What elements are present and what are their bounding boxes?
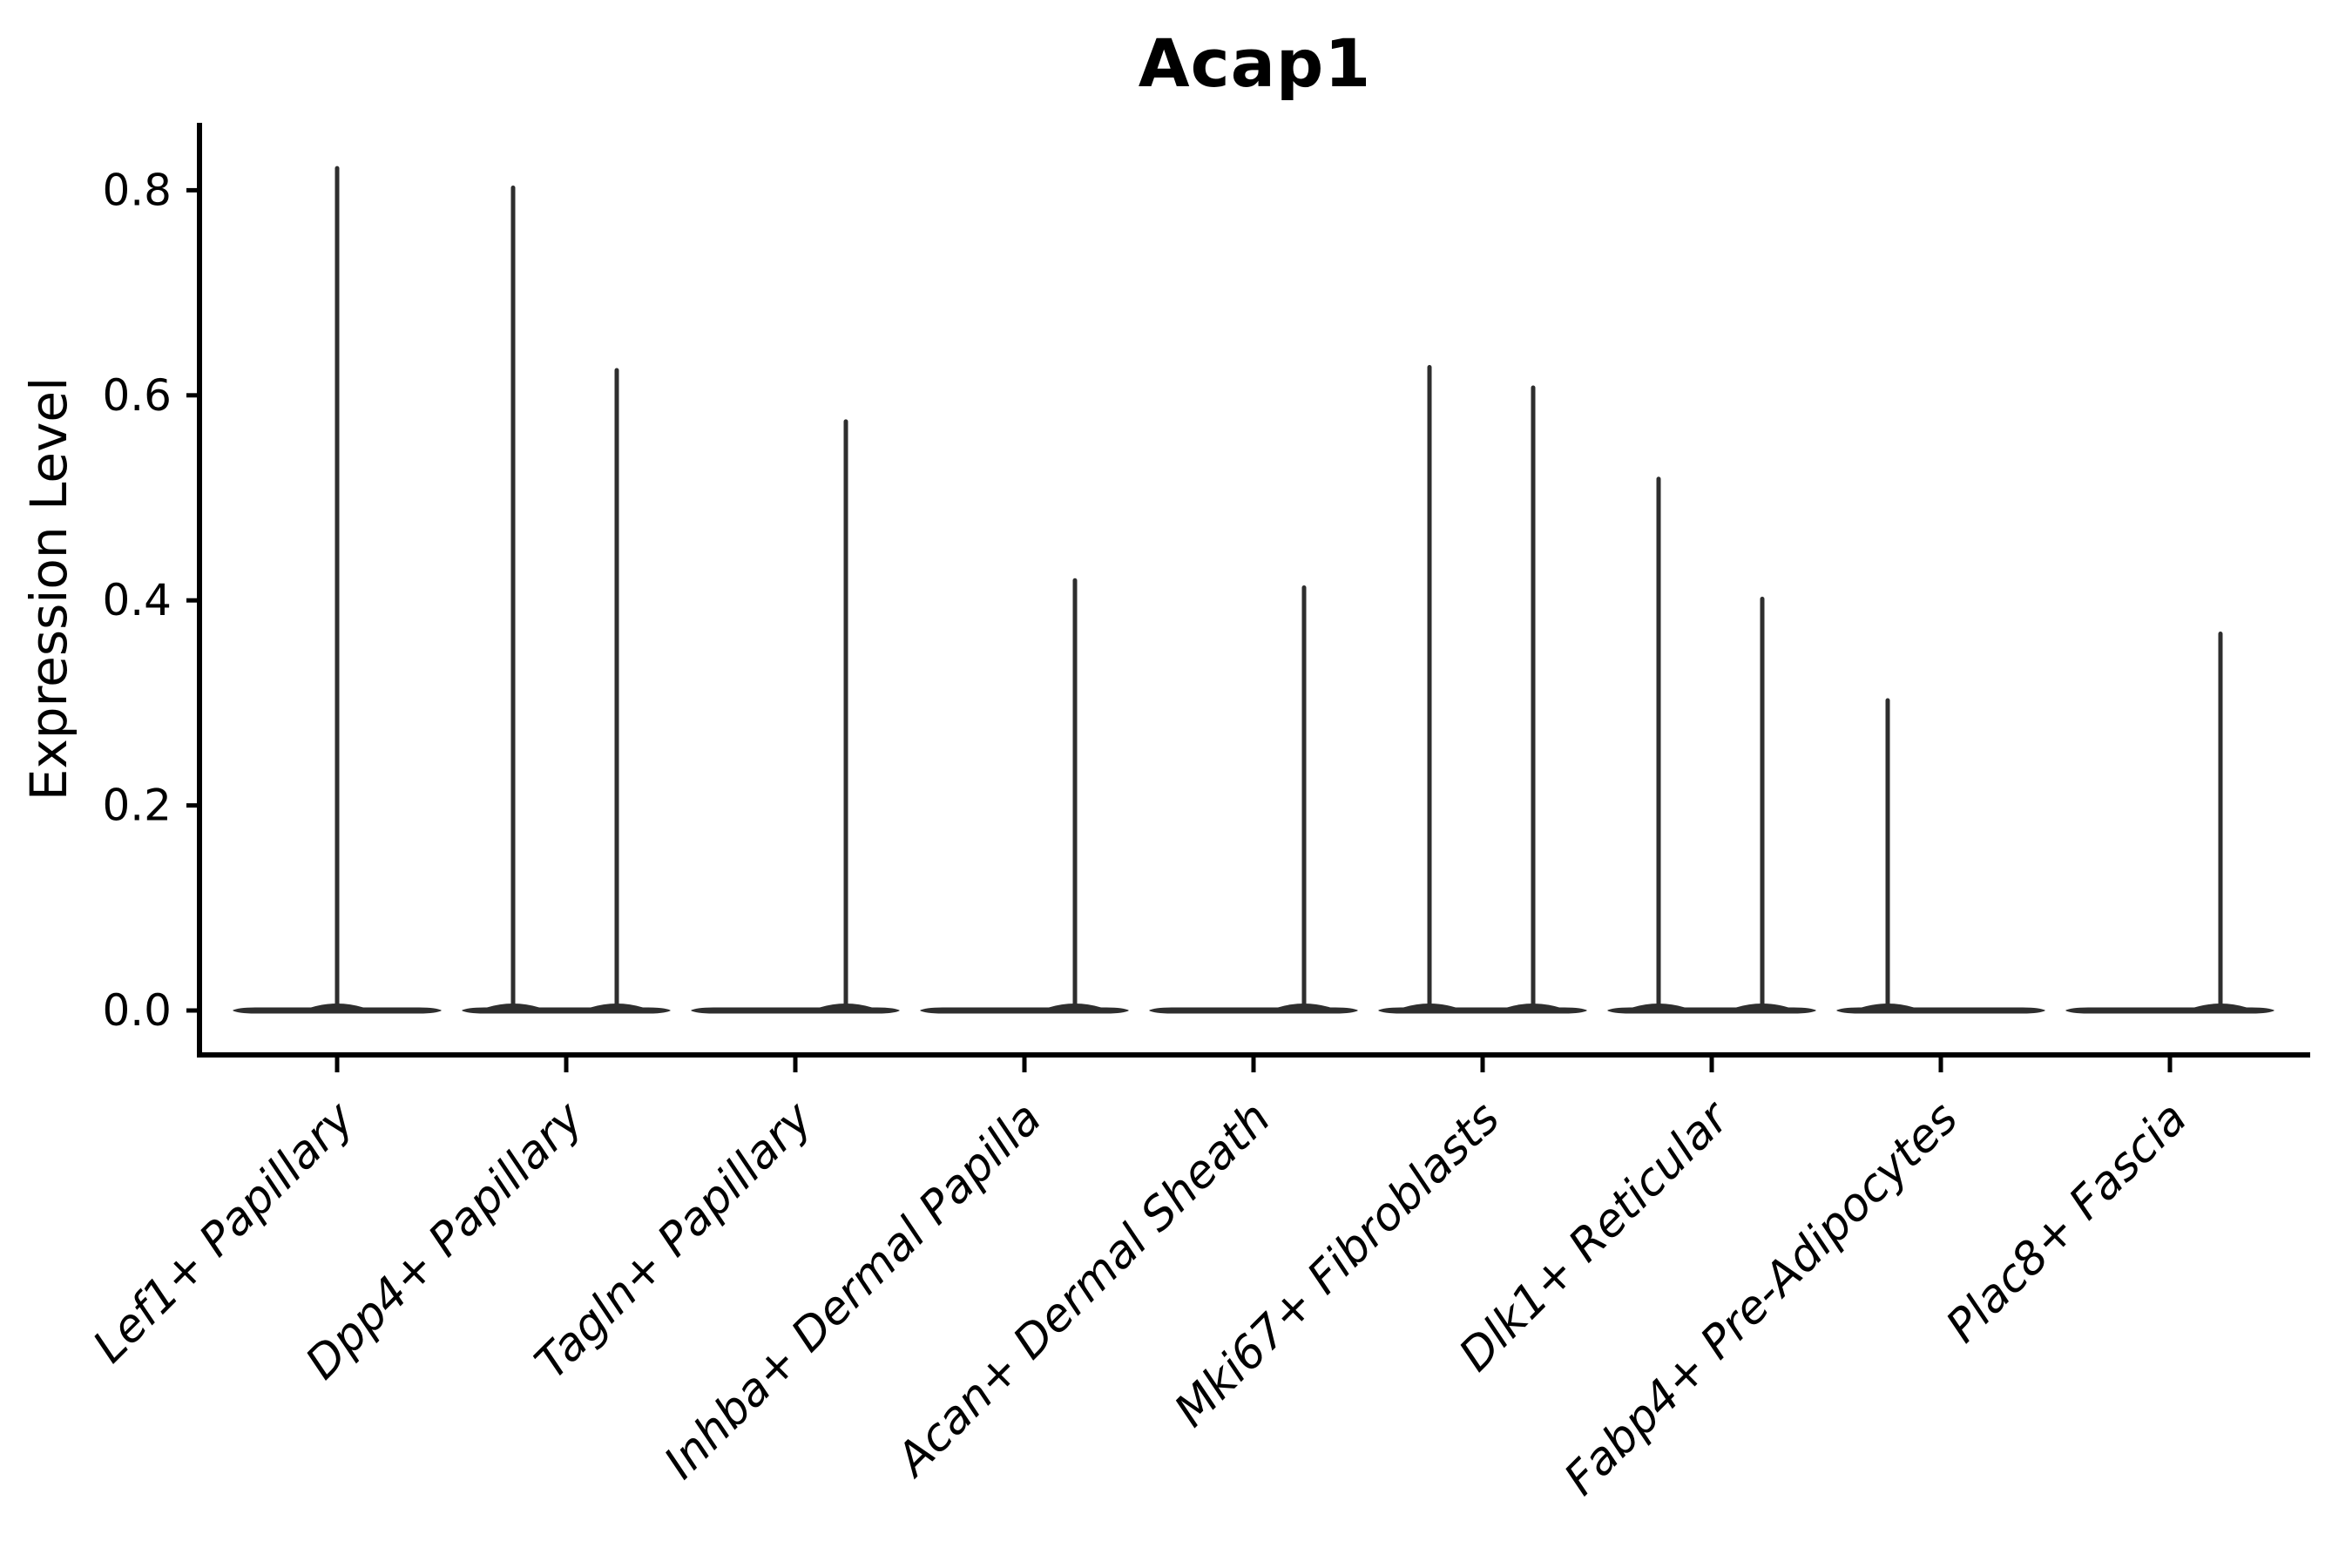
chart-title: Acap1 [1138,24,1372,102]
x-tick-label-fabp4-pre-adipocytes: Fabp4+ Pre-Adipocytes [1555,1092,1969,1506]
violin-base [1607,1007,1816,1014]
violin-base [462,1007,671,1014]
violin-base [1149,1007,1358,1014]
violin-base [920,1007,1129,1014]
violin-inhba-dermal-papilla [920,578,1129,1014]
y-tick-label: 0.2 [102,781,172,831]
violin-tagln-papillary [691,419,900,1014]
x-tick-label-acan-dermal-sheath: Acan+ Dermal Sheath [885,1092,1281,1488]
violin-mki67-fibroblasts [1378,364,1587,1014]
y-tick-label: 0.4 [102,575,172,625]
x-tick-label-plac8-fascia: Plac8+ Fascia [1936,1092,2197,1353]
violin-base [2065,1007,2274,1014]
y-tick-label: 0.6 [102,370,172,421]
y-tick-label: 0.8 [102,165,172,215]
violin-fabp4-pre-adipocytes [1836,698,2045,1014]
violin-lef1-papillary [233,166,442,1014]
violin-plac8-fascia [2065,632,2274,1014]
violin-base [691,1007,900,1014]
violin-dlk1-reticular [1607,476,1816,1014]
y-tick-label: 0.0 [102,985,172,1036]
violin-base [1378,1007,1587,1014]
violin-base [1836,1007,2045,1014]
x-tick-label-inhba-dermal-papilla: Inhba+ Dermal Papilla [654,1092,1051,1490]
violin-acan-dermal-sheath [1149,585,1358,1014]
violin-dpp4-papillary [462,186,671,1014]
